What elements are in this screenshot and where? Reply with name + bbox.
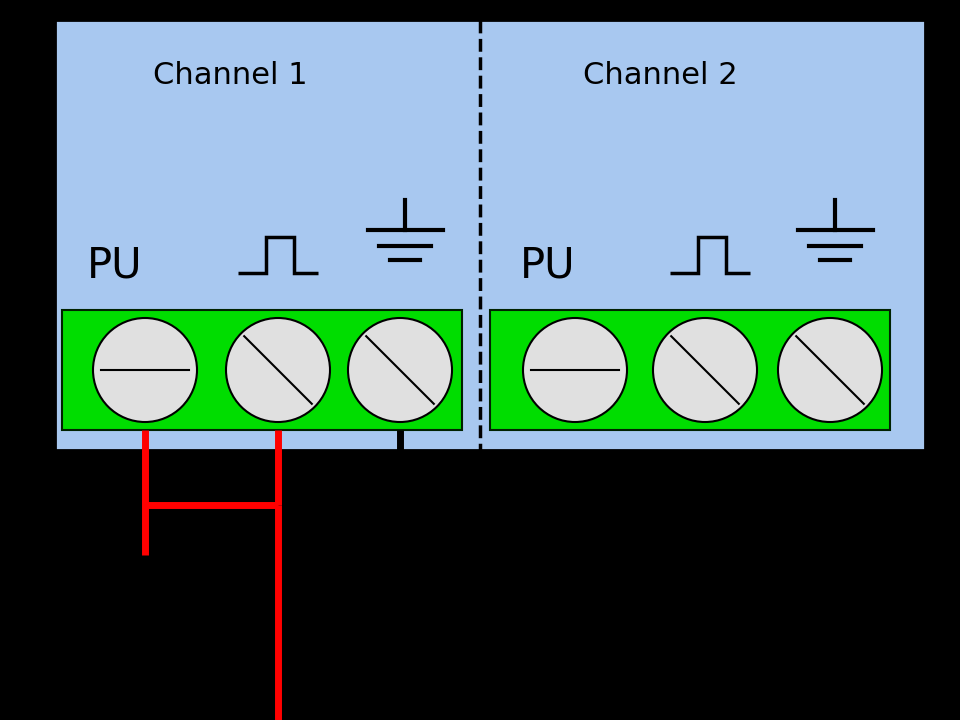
Text: Channel 2: Channel 2 <box>583 60 737 89</box>
Text: PU: PU <box>520 244 576 286</box>
Circle shape <box>653 318 757 422</box>
Text: Channel 1: Channel 1 <box>153 60 307 89</box>
Circle shape <box>93 318 197 422</box>
Bar <box>55 20 925 450</box>
Circle shape <box>523 318 627 422</box>
Circle shape <box>778 318 882 422</box>
Bar <box>62 310 462 430</box>
Bar <box>490 310 890 430</box>
Text: PU: PU <box>87 244 143 286</box>
Circle shape <box>226 318 330 422</box>
Circle shape <box>348 318 452 422</box>
